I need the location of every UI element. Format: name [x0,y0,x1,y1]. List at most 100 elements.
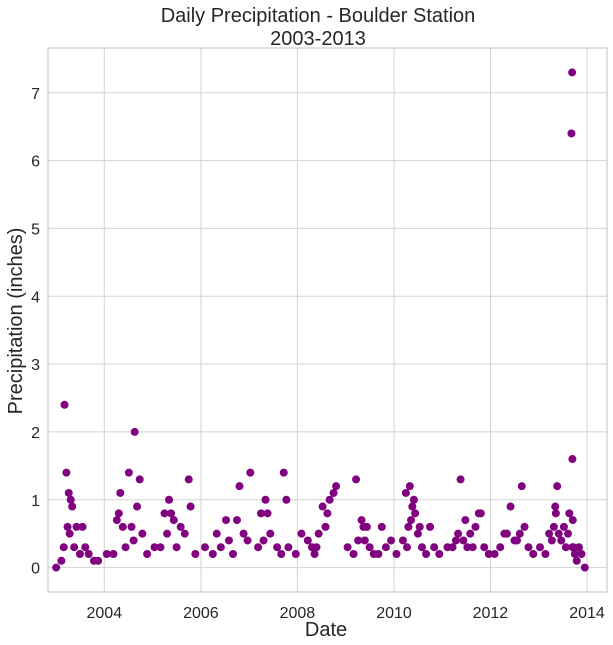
data-point [354,536,363,545]
data-point [496,543,505,552]
data-point [143,550,152,559]
data-point [422,550,431,559]
data-point [332,482,341,491]
data-point [570,550,579,559]
data-point [456,475,465,484]
data-point [536,543,544,552]
data-point [577,550,586,559]
data-point [191,550,200,559]
data-point [109,550,118,559]
data-point [114,509,123,518]
data-point [124,468,133,477]
data-point [362,522,371,531]
data-point [471,522,480,531]
y-tick-label: 6 [31,154,40,171]
data-point [490,550,499,559]
data-point [261,495,270,504]
data-point [506,502,515,511]
data-point [476,509,485,518]
points-layer [52,68,589,572]
data-point [565,509,574,518]
data-point [484,550,493,559]
data-point [426,522,435,531]
data-point [239,529,248,538]
data-point [282,495,291,504]
data-point [303,536,312,545]
y-tick-label: 4 [31,289,40,306]
data-point [216,543,225,552]
ticks-layer: 2004 2006 2008 2010 2012 2014 0 1 2 3 4 5 6 7 [31,86,605,622]
data-point [62,468,71,477]
data-point [314,529,323,538]
data-point [156,543,165,552]
data-point [387,536,396,545]
data-point [65,529,74,538]
data-point [411,509,420,518]
data-point [502,529,511,538]
data-point [72,522,81,531]
data-point [554,529,563,538]
data-point [529,550,538,559]
data-point [291,550,300,559]
data-point [349,550,358,559]
data-point [430,543,439,552]
data-point [135,475,144,484]
data-point [243,536,252,545]
data-point [409,495,418,504]
y-tick-label: 0 [31,561,40,578]
data-point [138,529,147,538]
data-point [257,509,266,518]
data-point [549,522,558,531]
x-tick-label: 2008 [280,605,316,622]
data-point [564,529,573,538]
data-point [259,536,268,545]
data-point [357,516,366,525]
y-tick-label: 2 [31,425,40,442]
data-point [116,488,125,497]
data-point [374,550,383,559]
data-point [297,529,306,538]
y-tick-label: 7 [31,86,40,103]
y-tick-label: 5 [31,221,40,238]
data-point [557,536,566,545]
data-point [524,543,533,552]
data-point [180,529,189,538]
data-point [448,543,457,552]
data-point [398,536,407,545]
data-point [403,543,412,552]
data-point [365,543,374,552]
data-point [133,502,142,511]
data-point [208,550,217,559]
data-point [273,543,282,552]
frame-layer [47,47,608,593]
data-point [127,522,136,531]
data-point [229,550,238,559]
data-point [454,529,463,538]
data-point [277,550,286,559]
data-point [466,529,475,538]
data-point [553,482,562,491]
y-tick-label: 3 [31,357,40,374]
data-point [284,543,293,552]
data-point [318,502,327,511]
data-point [163,529,172,538]
data-point [520,522,529,531]
x-tick-label: 2004 [87,605,123,622]
data-point [201,543,209,552]
data-point [254,543,263,552]
data-point [184,475,193,484]
data-point [407,516,416,525]
data-point [517,482,526,491]
plot-frame [47,47,608,593]
x-axis-label: Date [305,619,347,641]
data-point [541,550,550,559]
data-point [66,495,75,504]
data-point [59,543,68,552]
data-point [547,536,556,545]
x-tick-label: 2014 [569,605,605,622]
data-point [329,488,338,497]
data-point [222,516,231,525]
data-point [279,468,288,477]
x-tick-label: 2010 [376,605,412,622]
